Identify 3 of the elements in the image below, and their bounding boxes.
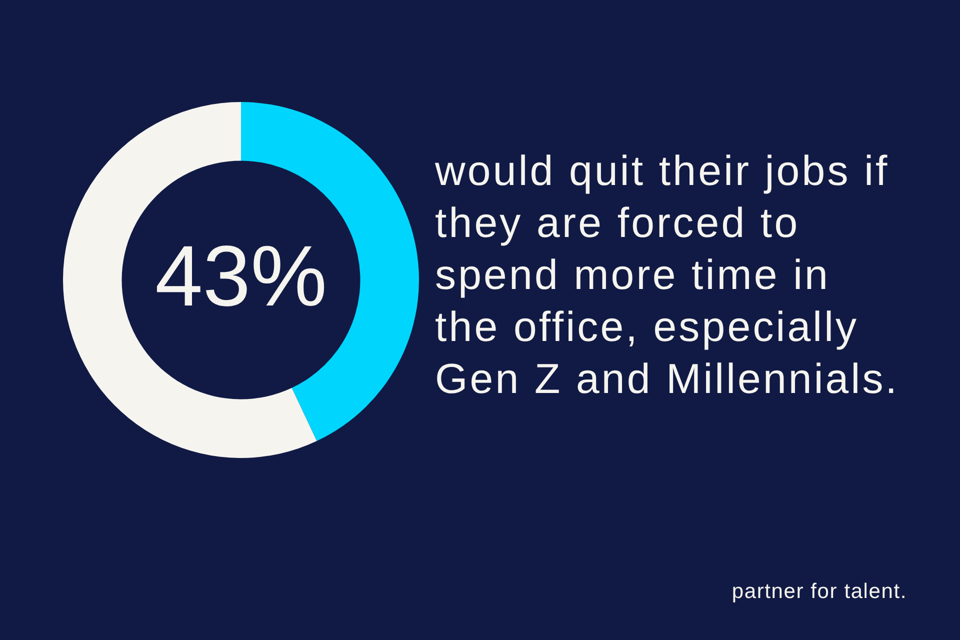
text: would quit their jobs if they are forced to spend more time in the office, especially Gen Z and Millennials. <box>435 146 900 404</box>
text: partner for talent. <box>732 580 907 604</box>
data-label: 43% <box>154 228 328 325</box>
